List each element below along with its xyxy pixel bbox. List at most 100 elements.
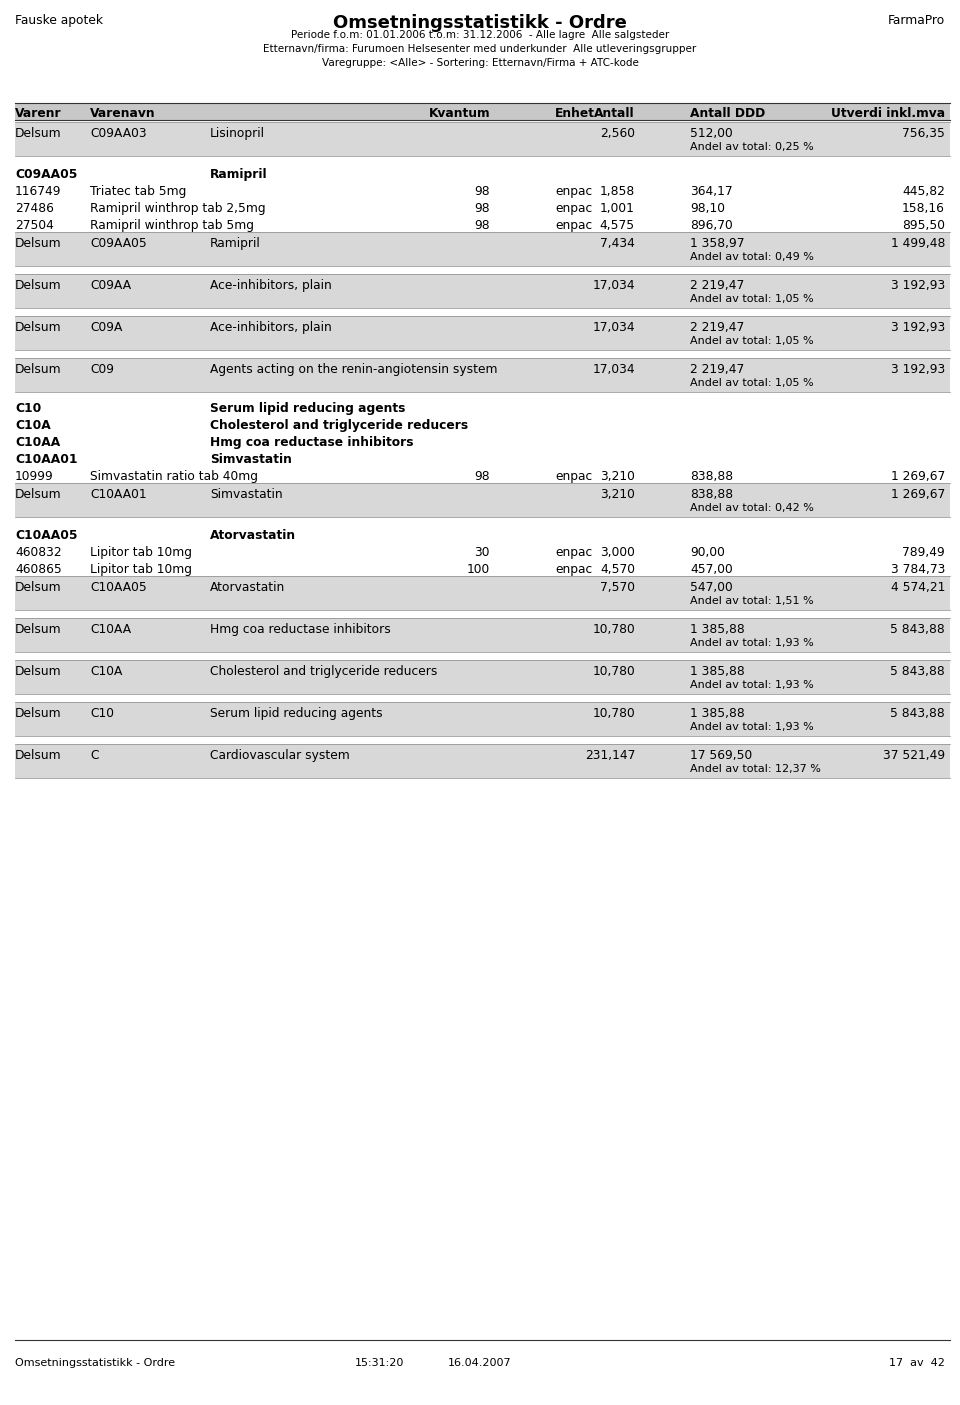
Text: C09AA05: C09AA05: [15, 169, 78, 181]
Text: Cholesterol and triglyceride reducers: Cholesterol and triglyceride reducers: [210, 419, 468, 431]
Bar: [15, 576, 950, 610]
Text: 17,034: 17,034: [592, 362, 635, 377]
Text: Ramipril: Ramipril: [210, 237, 261, 250]
Text: Andel av total: 1,05 %: Andel av total: 1,05 %: [690, 294, 814, 303]
Text: 17  av  42: 17 av 42: [889, 1359, 945, 1368]
Text: Delsum: Delsum: [15, 320, 61, 334]
Text: 3 192,93: 3 192,93: [891, 362, 945, 377]
Text: 1 385,88: 1 385,88: [690, 622, 745, 636]
Text: C10AA: C10AA: [15, 436, 60, 450]
Text: enpac: enpac: [555, 185, 592, 198]
Text: 1 385,88: 1 385,88: [690, 707, 745, 719]
Text: Cardiovascular system: Cardiovascular system: [210, 749, 349, 762]
Text: C10AA: C10AA: [90, 622, 132, 636]
Text: C09AA05: C09AA05: [90, 237, 147, 250]
Text: 3,000: 3,000: [600, 547, 635, 559]
Text: Andel av total: 0,49 %: Andel av total: 0,49 %: [690, 251, 814, 261]
Text: Delsum: Delsum: [15, 237, 61, 250]
Text: 116749: 116749: [15, 185, 61, 198]
Text: 1,858: 1,858: [600, 185, 635, 198]
Text: 4 574,21: 4 574,21: [891, 582, 945, 594]
Text: Andel av total: 1,51 %: Andel av total: 1,51 %: [690, 596, 814, 606]
Text: 7,434: 7,434: [600, 237, 635, 250]
Text: 1 269,67: 1 269,67: [891, 488, 945, 502]
Text: 90,00: 90,00: [690, 547, 725, 559]
Bar: [15, 103, 950, 119]
Text: enpac: enpac: [555, 202, 592, 215]
Text: 3,210: 3,210: [600, 488, 635, 502]
Text: Andel av total: 1,93 %: Andel av total: 1,93 %: [690, 680, 814, 690]
Text: C09AA: C09AA: [90, 280, 132, 292]
Text: Lipitor tab 10mg: Lipitor tab 10mg: [90, 547, 192, 559]
Text: 5 843,88: 5 843,88: [890, 707, 945, 719]
Text: 838,88: 838,88: [690, 471, 733, 483]
Text: FarmaPro: FarmaPro: [888, 14, 945, 27]
Text: 756,35: 756,35: [902, 126, 945, 140]
Text: Utverdi inkl.mva: Utverdi inkl.mva: [830, 107, 945, 119]
Text: 460832: 460832: [15, 547, 61, 559]
Text: C10AA05: C10AA05: [90, 582, 147, 594]
Text: Serum lipid reducing agents: Serum lipid reducing agents: [210, 402, 405, 414]
Text: 158,16: 158,16: [902, 202, 945, 215]
Text: 1 358,97: 1 358,97: [690, 237, 745, 250]
Text: Delsum: Delsum: [15, 622, 61, 636]
Text: 2,560: 2,560: [600, 126, 635, 140]
Text: 838,88: 838,88: [690, 488, 733, 502]
Text: Enhet: Enhet: [555, 107, 595, 119]
Text: Omsetningsstatistikk - Ordre: Omsetningsstatistikk - Ordre: [15, 1359, 175, 1368]
Text: Andel av total: 1,93 %: Andel av total: 1,93 %: [690, 722, 814, 732]
Text: 98: 98: [474, 185, 490, 198]
Text: Cholesterol and triglyceride reducers: Cholesterol and triglyceride reducers: [210, 665, 438, 679]
Text: 895,50: 895,50: [902, 219, 945, 232]
Text: Simvastatin ratio tab 40mg: Simvastatin ratio tab 40mg: [90, 471, 258, 483]
Text: 512,00: 512,00: [690, 126, 732, 140]
Text: 15:31:20: 15:31:20: [355, 1359, 405, 1368]
Text: enpac: enpac: [555, 547, 592, 559]
Text: Ramipril winthrop tab 5mg: Ramipril winthrop tab 5mg: [90, 219, 254, 232]
Text: Lisinopril: Lisinopril: [210, 126, 265, 140]
Text: 3 192,93: 3 192,93: [891, 280, 945, 292]
Text: Varenavn: Varenavn: [90, 107, 156, 119]
Bar: [15, 274, 950, 308]
Bar: [15, 702, 950, 736]
Text: 27486: 27486: [15, 202, 54, 215]
Text: 4,570: 4,570: [600, 563, 635, 576]
Text: 2 219,47: 2 219,47: [690, 280, 744, 292]
Bar: [15, 232, 950, 266]
Bar: [15, 358, 950, 392]
Text: Ace-inhibitors, plain: Ace-inhibitors, plain: [210, 320, 332, 334]
Text: C10A: C10A: [15, 419, 51, 431]
Text: 3 784,73: 3 784,73: [891, 563, 945, 576]
Text: C09A: C09A: [90, 320, 122, 334]
Text: C: C: [90, 749, 99, 762]
Text: 10,780: 10,780: [592, 707, 635, 719]
Text: 2 219,47: 2 219,47: [690, 362, 744, 377]
Text: 10,780: 10,780: [592, 665, 635, 679]
Text: Hmg coa reductase inhibitors: Hmg coa reductase inhibitors: [210, 622, 391, 636]
Text: Delsum: Delsum: [15, 665, 61, 679]
Text: 17,034: 17,034: [592, 320, 635, 334]
Text: Andel av total: 1,05 %: Andel av total: 1,05 %: [690, 378, 814, 388]
Text: 17,034: 17,034: [592, 280, 635, 292]
Text: 1 269,67: 1 269,67: [891, 471, 945, 483]
Text: Delsum: Delsum: [15, 488, 61, 502]
Text: 98: 98: [474, 219, 490, 232]
Text: C10AA01: C10AA01: [15, 452, 78, 466]
Text: 100: 100: [467, 563, 490, 576]
Text: C10: C10: [15, 402, 41, 414]
Text: Andel av total: 1,93 %: Andel av total: 1,93 %: [690, 638, 814, 648]
Text: Etternavn/firma: Furumoen Helsesenter med underkunder  Alle utleveringsgrupper: Etternavn/firma: Furumoen Helsesenter me…: [263, 44, 697, 53]
Text: C09AA03: C09AA03: [90, 126, 147, 140]
Text: Delsum: Delsum: [15, 362, 61, 377]
Text: Atorvastatin: Atorvastatin: [210, 530, 296, 542]
Text: Delsum: Delsum: [15, 280, 61, 292]
Text: 98: 98: [474, 471, 490, 483]
Text: Delsum: Delsum: [15, 749, 61, 762]
Text: 27504: 27504: [15, 219, 54, 232]
Text: Serum lipid reducing agents: Serum lipid reducing agents: [210, 707, 383, 719]
Text: Ace-inhibitors, plain: Ace-inhibitors, plain: [210, 280, 332, 292]
Text: 4,575: 4,575: [600, 219, 635, 232]
Text: Simvastatin: Simvastatin: [210, 452, 292, 466]
Text: Delsum: Delsum: [15, 582, 61, 594]
Text: Antall: Antall: [594, 107, 635, 119]
